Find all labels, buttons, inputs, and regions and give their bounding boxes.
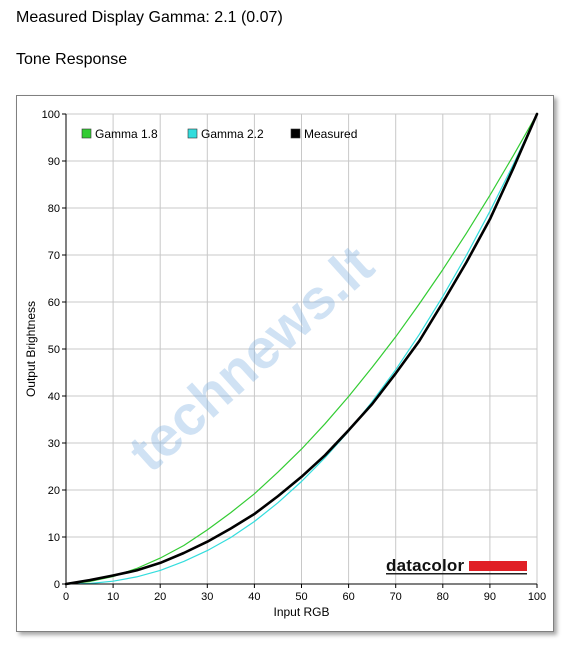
series-line-gamma-1-8 [65, 113, 538, 585]
y-tick-label: 30 [48, 438, 60, 450]
x-tick-labels: 0 10 20 30 40 50 60 70 80 90 100 [63, 591, 546, 603]
tone-response-heading: Tone Response [16, 51, 128, 68]
legend-swatch-gamma-1-8 [81, 128, 92, 139]
x-tick-label: 70 [390, 591, 402, 603]
y-tick-label: 20 [48, 485, 60, 497]
y-tick-label: 60 [48, 297, 60, 309]
x-tick-label: 0 [63, 591, 69, 603]
y-tick-label: 90 [48, 156, 60, 168]
y-axis-label: Output Brightness [24, 301, 38, 397]
chart-svg: technews.lt 0 10 20 30 40 50 60 70 80 90 100 0 10 20… [24, 109, 546, 619]
legend-label-gamma-2-2: Gamma 2.2 [201, 127, 264, 141]
legend-swatch-measured [290, 128, 301, 139]
legend-label-gamma-1-8: Gamma 1.8 [95, 127, 158, 141]
legend-swatch-gamma-2-2 [187, 128, 198, 139]
x-tick-label: 60 [342, 591, 354, 603]
x-tick-label: 50 [295, 591, 307, 603]
y-tick-label: 50 [48, 344, 60, 356]
y-tick-label: 0 [54, 579, 60, 591]
series-line-measured [64, 112, 539, 586]
datacolor-logo-bar [469, 561, 527, 571]
x-axis-label: Input RGB [273, 605, 329, 619]
x-tick-label: 10 [107, 591, 119, 603]
datacolor-logo: datacolor [386, 556, 527, 575]
series-line-gamma-2-2 [65, 113, 538, 585]
measured-gamma-title: Measured Display Gamma: 2.1 (0.07) [16, 9, 283, 26]
tone-response-chart: technews.lt 0 10 20 30 40 50 60 70 80 90 100 0 10 20… [16, 95, 554, 632]
x-tick-label: 40 [248, 591, 260, 603]
y-tick-label: 40 [48, 391, 60, 403]
series-lines [64, 112, 539, 586]
x-tick-label: 100 [528, 591, 546, 603]
y-tick-labels: 0 10 20 30 40 50 60 70 80 90 100 [42, 109, 60, 591]
axes [62, 113, 538, 588]
x-tick-label: 20 [154, 591, 166, 603]
watermark-group: technews.lt [116, 233, 385, 484]
x-tick-label: 80 [437, 591, 449, 603]
legend: Gamma 1.8 Gamma 2.2 Measured [81, 127, 357, 141]
y-tick-label: 80 [48, 203, 60, 215]
x-tick-label: 90 [484, 591, 496, 603]
y-tick-label: 70 [48, 250, 60, 262]
y-tick-label: 100 [42, 109, 60, 121]
datacolor-logo-underline [386, 573, 527, 575]
y-tick-label: 10 [48, 532, 60, 544]
datacolor-logo-text: datacolor [386, 556, 465, 575]
x-tick-label: 30 [201, 591, 213, 603]
technews-watermark: technews.lt [116, 233, 385, 484]
legend-label-measured: Measured [304, 127, 357, 141]
